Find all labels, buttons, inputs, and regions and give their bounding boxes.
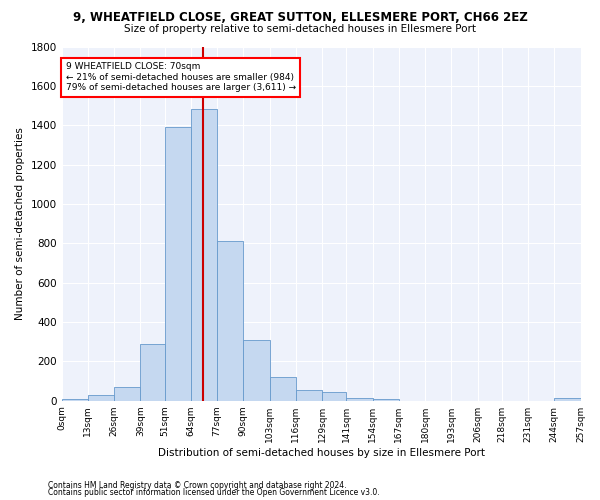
Bar [244, 340, 269, 400]
Bar [322, 392, 346, 400]
Bar [191, 110, 217, 401]
Bar [269, 377, 296, 400]
X-axis label: Distribution of semi-detached houses by size in Ellesmere Port: Distribution of semi-detached houses by … [158, 448, 485, 458]
Bar [217, 242, 244, 400]
Text: Size of property relative to semi-detached houses in Ellesmere Port: Size of property relative to semi-detach… [124, 24, 476, 34]
Bar [296, 390, 322, 400]
Bar [88, 395, 114, 400]
Text: 9 WHEATFIELD CLOSE: 70sqm
← 21% of semi-detached houses are smaller (984)
79% of: 9 WHEATFIELD CLOSE: 70sqm ← 21% of semi-… [66, 62, 296, 92]
Bar [373, 399, 399, 400]
Text: 9, WHEATFIELD CLOSE, GREAT SUTTON, ELLESMERE PORT, CH66 2EZ: 9, WHEATFIELD CLOSE, GREAT SUTTON, ELLES… [73, 11, 527, 24]
Bar [554, 398, 581, 400]
Y-axis label: Number of semi-detached properties: Number of semi-detached properties [15, 127, 25, 320]
Bar [114, 387, 140, 400]
Text: Contains HM Land Registry data © Crown copyright and database right 2024.: Contains HM Land Registry data © Crown c… [48, 480, 347, 490]
Bar [346, 398, 373, 400]
Text: Contains public sector information licensed under the Open Government Licence v3: Contains public sector information licen… [48, 488, 380, 497]
Bar [140, 344, 164, 400]
Bar [62, 398, 88, 400]
Bar [164, 127, 191, 400]
